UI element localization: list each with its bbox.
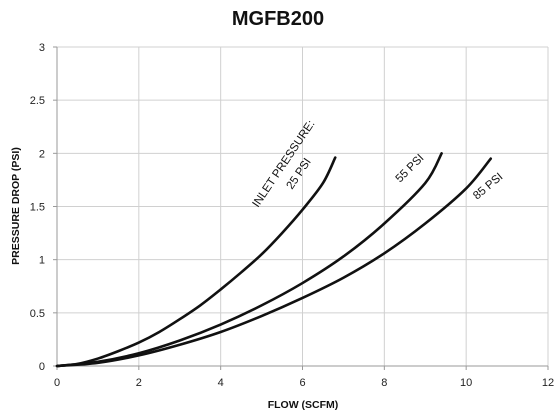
y-axis-label: PRESSURE DROP (PSI) (10, 147, 22, 265)
axis-layer (53, 46, 549, 370)
annotation-55-psi: 55 PSI (394, 152, 427, 185)
y-tick-label: 1 (39, 255, 45, 267)
y-tick-label: 1.5 (30, 202, 45, 214)
y-tick-label: 2 (39, 148, 45, 160)
tick-layer: 0 2 4 6 8 10 12 0 0.5 1 1.5 2 2.5 3 (30, 42, 554, 389)
x-tick-label: 8 (381, 377, 387, 389)
y-tick-label: 2.5 (30, 95, 45, 107)
y-tick-label: 3 (39, 42, 45, 54)
series-line-85-psi (55, 157, 493, 368)
x-axis-label: FLOW (SCFM) (268, 399, 339, 411)
x-tick-label: 10 (460, 377, 472, 389)
series-line-55-psi (55, 152, 443, 368)
x-tick-label: 0 (54, 377, 60, 389)
x-tick-label: 6 (299, 377, 305, 389)
chart-title: MGFB200 (232, 8, 324, 30)
x-tick-label: 2 (136, 377, 142, 389)
x-tick-label: 12 (542, 377, 554, 389)
y-tick-label: 0 (39, 361, 45, 373)
series-line-25-psi (55, 156, 337, 368)
grid-layer (57, 46, 549, 366)
series-layer (55, 152, 493, 368)
y-tick-label: 0.5 (30, 308, 45, 320)
x-tick-label: 4 (218, 377, 224, 389)
